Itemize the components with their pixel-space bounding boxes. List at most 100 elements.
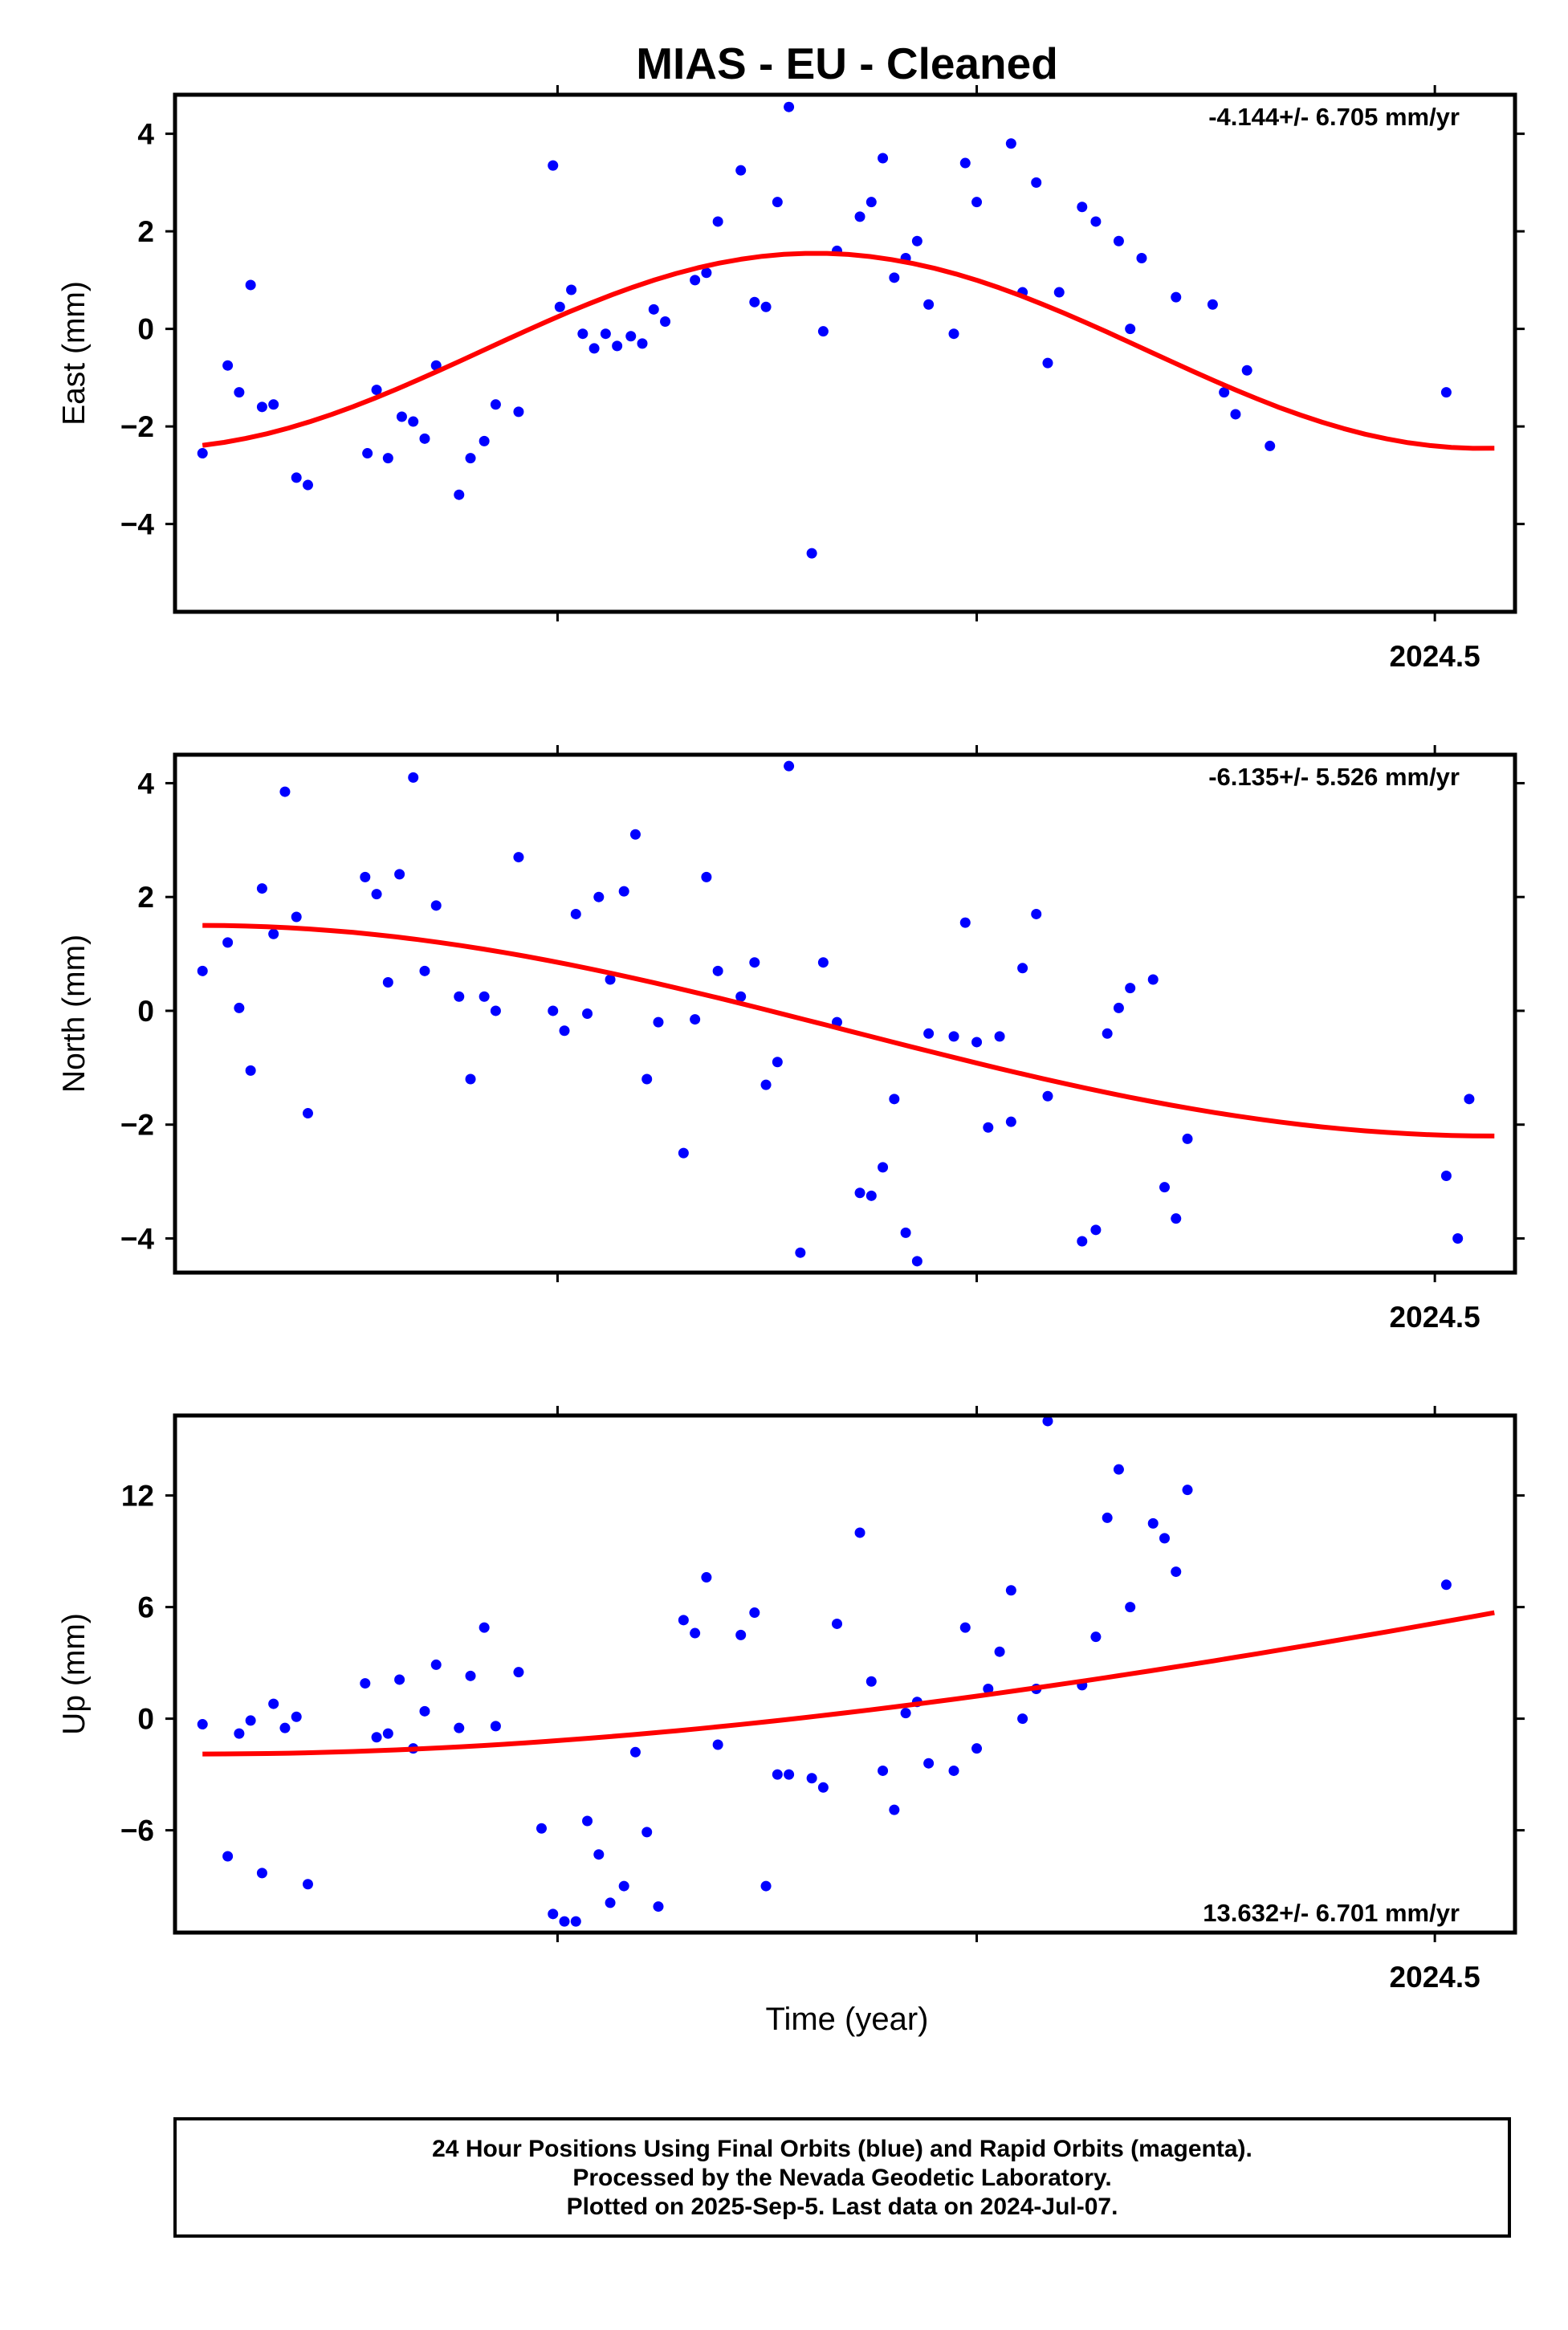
data-point xyxy=(889,1804,900,1815)
chart-title: MIAS - EU - Cleaned xyxy=(636,39,1058,88)
data-point xyxy=(1113,1464,1124,1475)
data-point xyxy=(865,1676,877,1687)
data-point xyxy=(222,360,234,371)
data-point xyxy=(234,1002,245,1013)
data-point xyxy=(1241,365,1252,376)
data-point xyxy=(900,1708,911,1719)
data-point xyxy=(817,957,829,968)
data-point xyxy=(1171,1566,1182,1578)
data-point xyxy=(923,1028,935,1039)
data-point xyxy=(408,772,419,783)
footer-line-1: 24 Hour Positions Using Final Orbits (bl… xyxy=(432,2136,1252,2162)
data-point xyxy=(854,211,865,222)
y-tick-label: 2 xyxy=(137,215,154,248)
data-point xyxy=(490,1721,501,1732)
data-point xyxy=(690,1627,701,1639)
data-point xyxy=(971,1037,983,1048)
data-point xyxy=(559,1916,570,1927)
data-point xyxy=(234,1728,245,1739)
data-point xyxy=(197,1719,208,1730)
data-point xyxy=(371,889,382,900)
velocity-label: -4.144+/- 6.705 mm/yr xyxy=(1208,103,1460,131)
data-point xyxy=(554,301,565,312)
data-point xyxy=(678,1147,689,1159)
velocity-label: -6.135+/- 5.526 mm/yr xyxy=(1208,763,1460,791)
data-point xyxy=(854,1527,865,1538)
data-point xyxy=(690,275,701,286)
fit-curve xyxy=(202,923,1495,1139)
data-point xyxy=(1440,1579,1452,1591)
data-point xyxy=(454,1722,465,1733)
data-point xyxy=(256,401,267,413)
y-tick-label: 0 xyxy=(137,313,154,346)
data-point xyxy=(197,965,208,976)
data-point xyxy=(559,1025,570,1037)
data-point xyxy=(1159,1182,1170,1193)
data-point xyxy=(865,197,877,208)
data-point xyxy=(360,871,371,882)
panel-frame xyxy=(173,92,1517,614)
data-point xyxy=(911,1256,922,1267)
data-point xyxy=(582,1815,593,1827)
footer-line-3: Plotted on 2025-Sep-5. Last data on 2024… xyxy=(566,2194,1118,2220)
data-point xyxy=(1031,908,1042,919)
data-point xyxy=(430,900,442,911)
y-axis-label: East (mm) xyxy=(57,281,92,426)
data-point xyxy=(291,1711,302,1722)
data-point xyxy=(1077,1236,1088,1247)
data-point xyxy=(279,786,291,797)
data-point xyxy=(1159,1533,1170,1544)
data-point xyxy=(948,328,959,340)
data-point xyxy=(772,197,783,208)
y-tick-label: −4 xyxy=(120,508,155,541)
data-point xyxy=(408,416,419,427)
data-point xyxy=(1102,1512,1113,1523)
data-point xyxy=(1113,1002,1124,1013)
data-point xyxy=(570,1916,581,1927)
data-point xyxy=(1102,1028,1113,1039)
data-point xyxy=(465,1073,476,1085)
panels: 4 2 0 −2 −4 2024.5 East (mm) -4.144+/- 6.705 mm… xyxy=(57,85,1525,1994)
fit-curve xyxy=(202,251,1495,451)
data-point xyxy=(1440,1171,1452,1182)
data-point xyxy=(396,411,407,422)
data-point xyxy=(760,1079,772,1090)
data-point xyxy=(854,1187,865,1199)
data-point xyxy=(1125,983,1136,994)
data-point xyxy=(454,991,465,1002)
data-point xyxy=(1077,202,1088,213)
data-point xyxy=(701,267,712,279)
data-point xyxy=(222,937,234,948)
data-point xyxy=(735,165,747,176)
data-point xyxy=(362,448,373,459)
data-point xyxy=(479,991,490,1002)
data-point xyxy=(279,1722,291,1733)
data-point xyxy=(291,472,302,483)
data-point xyxy=(1207,299,1218,310)
data-point xyxy=(197,448,208,459)
data-point xyxy=(454,489,465,500)
data-point xyxy=(268,928,279,939)
data-point xyxy=(302,1879,313,1890)
data-point xyxy=(465,453,476,464)
y-tick-label: 6 xyxy=(137,1591,154,1624)
data-point xyxy=(582,1008,593,1019)
data-point xyxy=(382,453,393,464)
data-point xyxy=(959,157,971,169)
data-point xyxy=(548,1005,559,1016)
data-point xyxy=(1440,387,1452,398)
data-point xyxy=(302,479,313,491)
data-point xyxy=(245,279,256,291)
data-point xyxy=(865,1190,877,1201)
data-point xyxy=(419,1705,430,1717)
data-point xyxy=(577,328,589,340)
data-point xyxy=(1464,1094,1475,1105)
data-point xyxy=(268,399,279,410)
data-point xyxy=(1113,235,1124,246)
data-point xyxy=(1017,963,1028,974)
x-axis-label: Time (year) xyxy=(766,2002,929,2037)
y-tick-label: 4 xyxy=(137,767,154,800)
data-point xyxy=(983,1684,994,1695)
data-point xyxy=(256,883,267,894)
